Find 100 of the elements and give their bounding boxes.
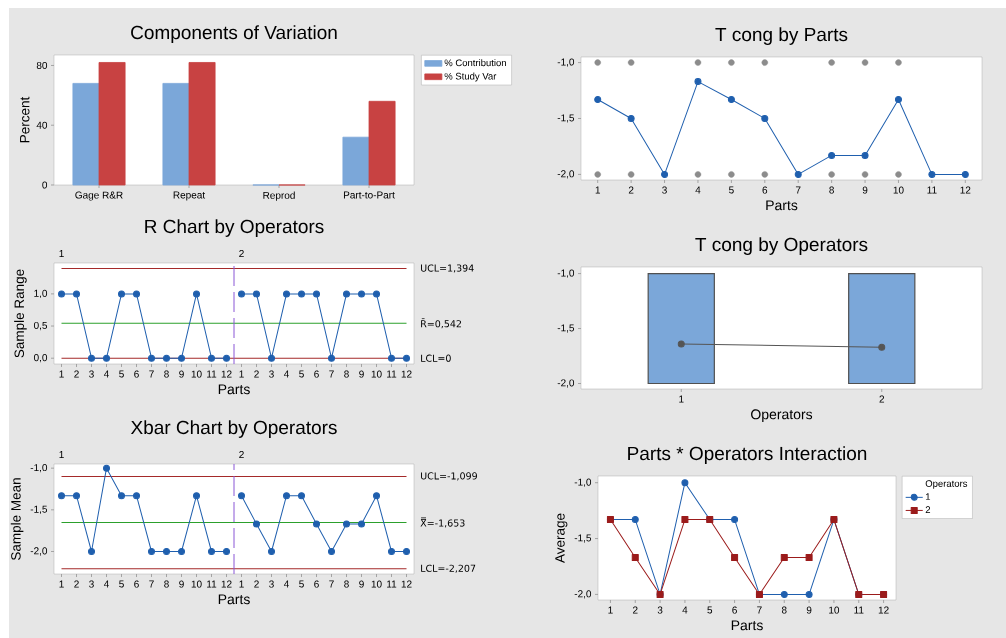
point bbox=[828, 151, 836, 159]
point bbox=[805, 590, 813, 598]
x-tick-label: 2 bbox=[74, 580, 79, 588]
point bbox=[828, 171, 835, 178]
chart-title: T cong by Operators bbox=[695, 237, 868, 255]
point bbox=[681, 479, 689, 487]
point bbox=[761, 59, 768, 66]
y-axis-title: Sample Range bbox=[14, 269, 27, 358]
x-tick-label: 5 bbox=[707, 606, 713, 614]
chart-title: Xbar Chart by Operators bbox=[130, 420, 337, 438]
point bbox=[58, 492, 65, 500]
x-tick-label: 6 bbox=[134, 580, 139, 588]
ref-line-label: UCL=-1,099 bbox=[421, 472, 477, 481]
x-tick-label: 4 bbox=[103, 370, 109, 378]
point bbox=[731, 554, 739, 562]
y-tick-label: 0,5 bbox=[33, 321, 48, 331]
x-tick-label: 11 bbox=[387, 370, 397, 378]
point bbox=[178, 548, 185, 555]
x-tick-label: 2 bbox=[628, 186, 634, 194]
x-tick-label: 11 bbox=[207, 580, 217, 588]
ref-line-label: UCL=1,394 bbox=[421, 264, 474, 273]
x-tick-label: 7 bbox=[329, 370, 334, 378]
x-tick-label: 2 bbox=[632, 606, 638, 614]
point bbox=[594, 59, 601, 66]
x-tick-label: 2 bbox=[254, 580, 259, 588]
x-tick-label: 7 bbox=[795, 186, 801, 194]
point bbox=[627, 115, 635, 122]
x-tick-label: 2 bbox=[74, 370, 79, 378]
x-tick-label: 10 bbox=[191, 370, 202, 378]
legend-label: % Study Var bbox=[444, 72, 497, 82]
point bbox=[694, 59, 702, 66]
x-tick-label: 5 bbox=[119, 370, 124, 378]
x-tick-label: 6 bbox=[134, 370, 139, 378]
point bbox=[343, 520, 351, 528]
ref-line-label: LCL=-2,207 bbox=[421, 564, 476, 573]
x-tick-label: 5 bbox=[299, 370, 304, 378]
x-tick-label: 8 bbox=[164, 580, 169, 588]
x-tick-label: 12 bbox=[401, 370, 412, 378]
bar bbox=[188, 62, 216, 186]
legend-label: 1 bbox=[925, 493, 931, 500]
point bbox=[148, 548, 155, 555]
bar bbox=[342, 136, 370, 186]
point bbox=[594, 171, 601, 178]
x-tick-label: 5 bbox=[299, 580, 304, 588]
x-tick-label: 3 bbox=[89, 370, 94, 378]
y-tick-label: -2,0 bbox=[30, 547, 48, 556]
x-tick-label: 7 bbox=[149, 370, 154, 378]
x-tick-label: 11 bbox=[387, 580, 397, 588]
x-tick-label: 1 bbox=[59, 580, 64, 588]
x-tick-label: 1 bbox=[608, 606, 613, 614]
point bbox=[727, 95, 735, 103]
y-tick-label: -2,0 bbox=[574, 590, 592, 599]
y-tick-label: -1,0 bbox=[30, 464, 48, 473]
x-tick-label: 4 bbox=[695, 186, 701, 194]
x-tick-label: 12 bbox=[878, 606, 889, 614]
x-tick-label: 11 bbox=[854, 606, 864, 614]
x-tick-label: 3 bbox=[662, 186, 667, 194]
y-tick-label: 0,0 bbox=[33, 354, 48, 363]
y-tick-label: -1,0 bbox=[557, 269, 575, 278]
y-tick-label: -1,5 bbox=[574, 534, 592, 543]
point bbox=[780, 590, 788, 598]
y-tick-label: -1,5 bbox=[557, 324, 575, 333]
x-tick-label: 7 bbox=[757, 606, 762, 614]
y-tick-label: 40 bbox=[36, 121, 48, 129]
x-tick-label: 3 bbox=[657, 606, 663, 614]
point bbox=[88, 548, 95, 555]
x-tick-label: 6 bbox=[762, 186, 768, 194]
x-axis-title: Parts bbox=[218, 384, 250, 395]
x-tick-label: 7 bbox=[329, 580, 334, 588]
x-tick-label: 1 bbox=[59, 370, 64, 378]
point bbox=[268, 548, 275, 555]
legend-title: Operators bbox=[925, 480, 968, 489]
x-tick-label: 3 bbox=[269, 370, 274, 378]
x-tick-label: 5 bbox=[119, 580, 124, 588]
x-tick-label: 4 bbox=[283, 580, 289, 588]
ref-line-label: LCL=0 bbox=[421, 354, 451, 362]
x-tick-label: 3 bbox=[269, 580, 274, 588]
point bbox=[253, 520, 260, 528]
y-tick-label: -2,0 bbox=[557, 170, 575, 179]
point bbox=[163, 548, 170, 555]
point bbox=[661, 170, 669, 178]
point bbox=[928, 170, 936, 178]
x-tick-label: Repeat bbox=[173, 191, 206, 201]
point bbox=[828, 59, 835, 66]
point bbox=[358, 520, 365, 528]
bar bbox=[98, 62, 126, 186]
point bbox=[728, 171, 735, 178]
x-tick-label: 9 bbox=[862, 186, 868, 194]
x-tick-label: Reprod bbox=[263, 191, 295, 201]
x-axis-title: Operators bbox=[751, 409, 813, 423]
x-tick-label: 10 bbox=[191, 580, 202, 588]
x-tick-label: 9 bbox=[179, 370, 184, 378]
x-tick-label: 8 bbox=[164, 370, 169, 378]
point bbox=[403, 548, 410, 555]
y-tick-label: -2,0 bbox=[557, 379, 575, 388]
point bbox=[780, 554, 788, 562]
point bbox=[681, 516, 689, 524]
x-tick-label: 10 bbox=[893, 186, 904, 194]
point bbox=[631, 554, 639, 562]
point bbox=[193, 492, 201, 500]
